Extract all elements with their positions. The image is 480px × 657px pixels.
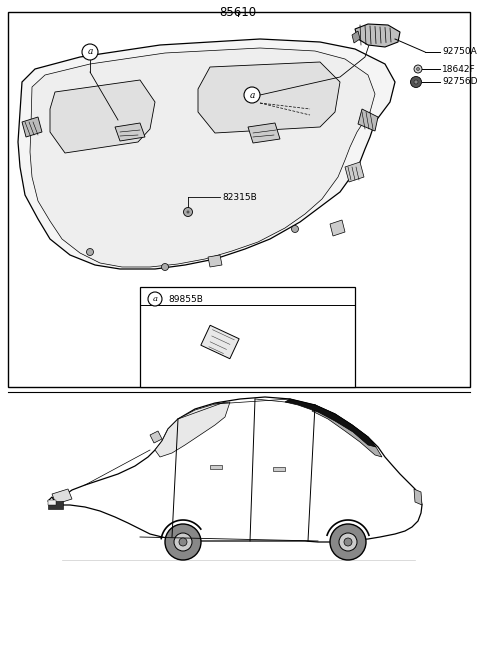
Polygon shape bbox=[48, 397, 422, 542]
Polygon shape bbox=[50, 80, 155, 153]
Polygon shape bbox=[358, 109, 378, 131]
Polygon shape bbox=[115, 123, 145, 141]
Circle shape bbox=[291, 225, 299, 233]
Polygon shape bbox=[22, 117, 42, 137]
Circle shape bbox=[148, 292, 162, 306]
Circle shape bbox=[339, 533, 357, 551]
Polygon shape bbox=[312, 405, 382, 457]
Text: 92756D: 92756D bbox=[442, 78, 478, 87]
Circle shape bbox=[414, 65, 422, 73]
Polygon shape bbox=[155, 402, 230, 457]
Bar bbox=[140, 287, 355, 387]
Circle shape bbox=[174, 533, 192, 551]
Circle shape bbox=[183, 208, 192, 217]
Bar bbox=[273, 467, 285, 471]
Text: 89855B: 89855B bbox=[168, 294, 203, 304]
Polygon shape bbox=[248, 123, 280, 143]
Polygon shape bbox=[18, 39, 395, 269]
Polygon shape bbox=[345, 162, 364, 182]
Circle shape bbox=[161, 263, 168, 271]
Circle shape bbox=[417, 68, 420, 70]
Circle shape bbox=[410, 76, 421, 87]
Circle shape bbox=[244, 87, 260, 103]
Text: a: a bbox=[87, 47, 93, 57]
Text: a: a bbox=[249, 91, 255, 99]
Polygon shape bbox=[414, 489, 422, 505]
Text: 82315B: 82315B bbox=[222, 193, 257, 202]
Circle shape bbox=[414, 80, 418, 84]
Text: 85610: 85610 bbox=[219, 6, 257, 19]
Circle shape bbox=[82, 44, 98, 60]
Polygon shape bbox=[208, 255, 222, 267]
Text: a: a bbox=[153, 295, 157, 303]
Text: 92750A: 92750A bbox=[442, 47, 477, 57]
Polygon shape bbox=[52, 489, 72, 504]
Text: 18642F: 18642F bbox=[442, 64, 476, 74]
Circle shape bbox=[179, 538, 187, 546]
Bar bbox=[210, 465, 222, 469]
Circle shape bbox=[330, 524, 366, 560]
Polygon shape bbox=[198, 62, 340, 133]
Polygon shape bbox=[355, 24, 400, 47]
Polygon shape bbox=[201, 325, 239, 359]
Polygon shape bbox=[352, 31, 360, 43]
Circle shape bbox=[86, 248, 94, 256]
Circle shape bbox=[187, 210, 190, 214]
Polygon shape bbox=[30, 48, 375, 267]
Bar bbox=[8, 12, 470, 387]
Polygon shape bbox=[330, 220, 345, 236]
Bar bbox=[48, 501, 63, 509]
Bar bbox=[48, 500, 56, 505]
Polygon shape bbox=[150, 431, 162, 443]
Polygon shape bbox=[285, 399, 376, 447]
Circle shape bbox=[165, 524, 201, 560]
Circle shape bbox=[344, 538, 352, 546]
